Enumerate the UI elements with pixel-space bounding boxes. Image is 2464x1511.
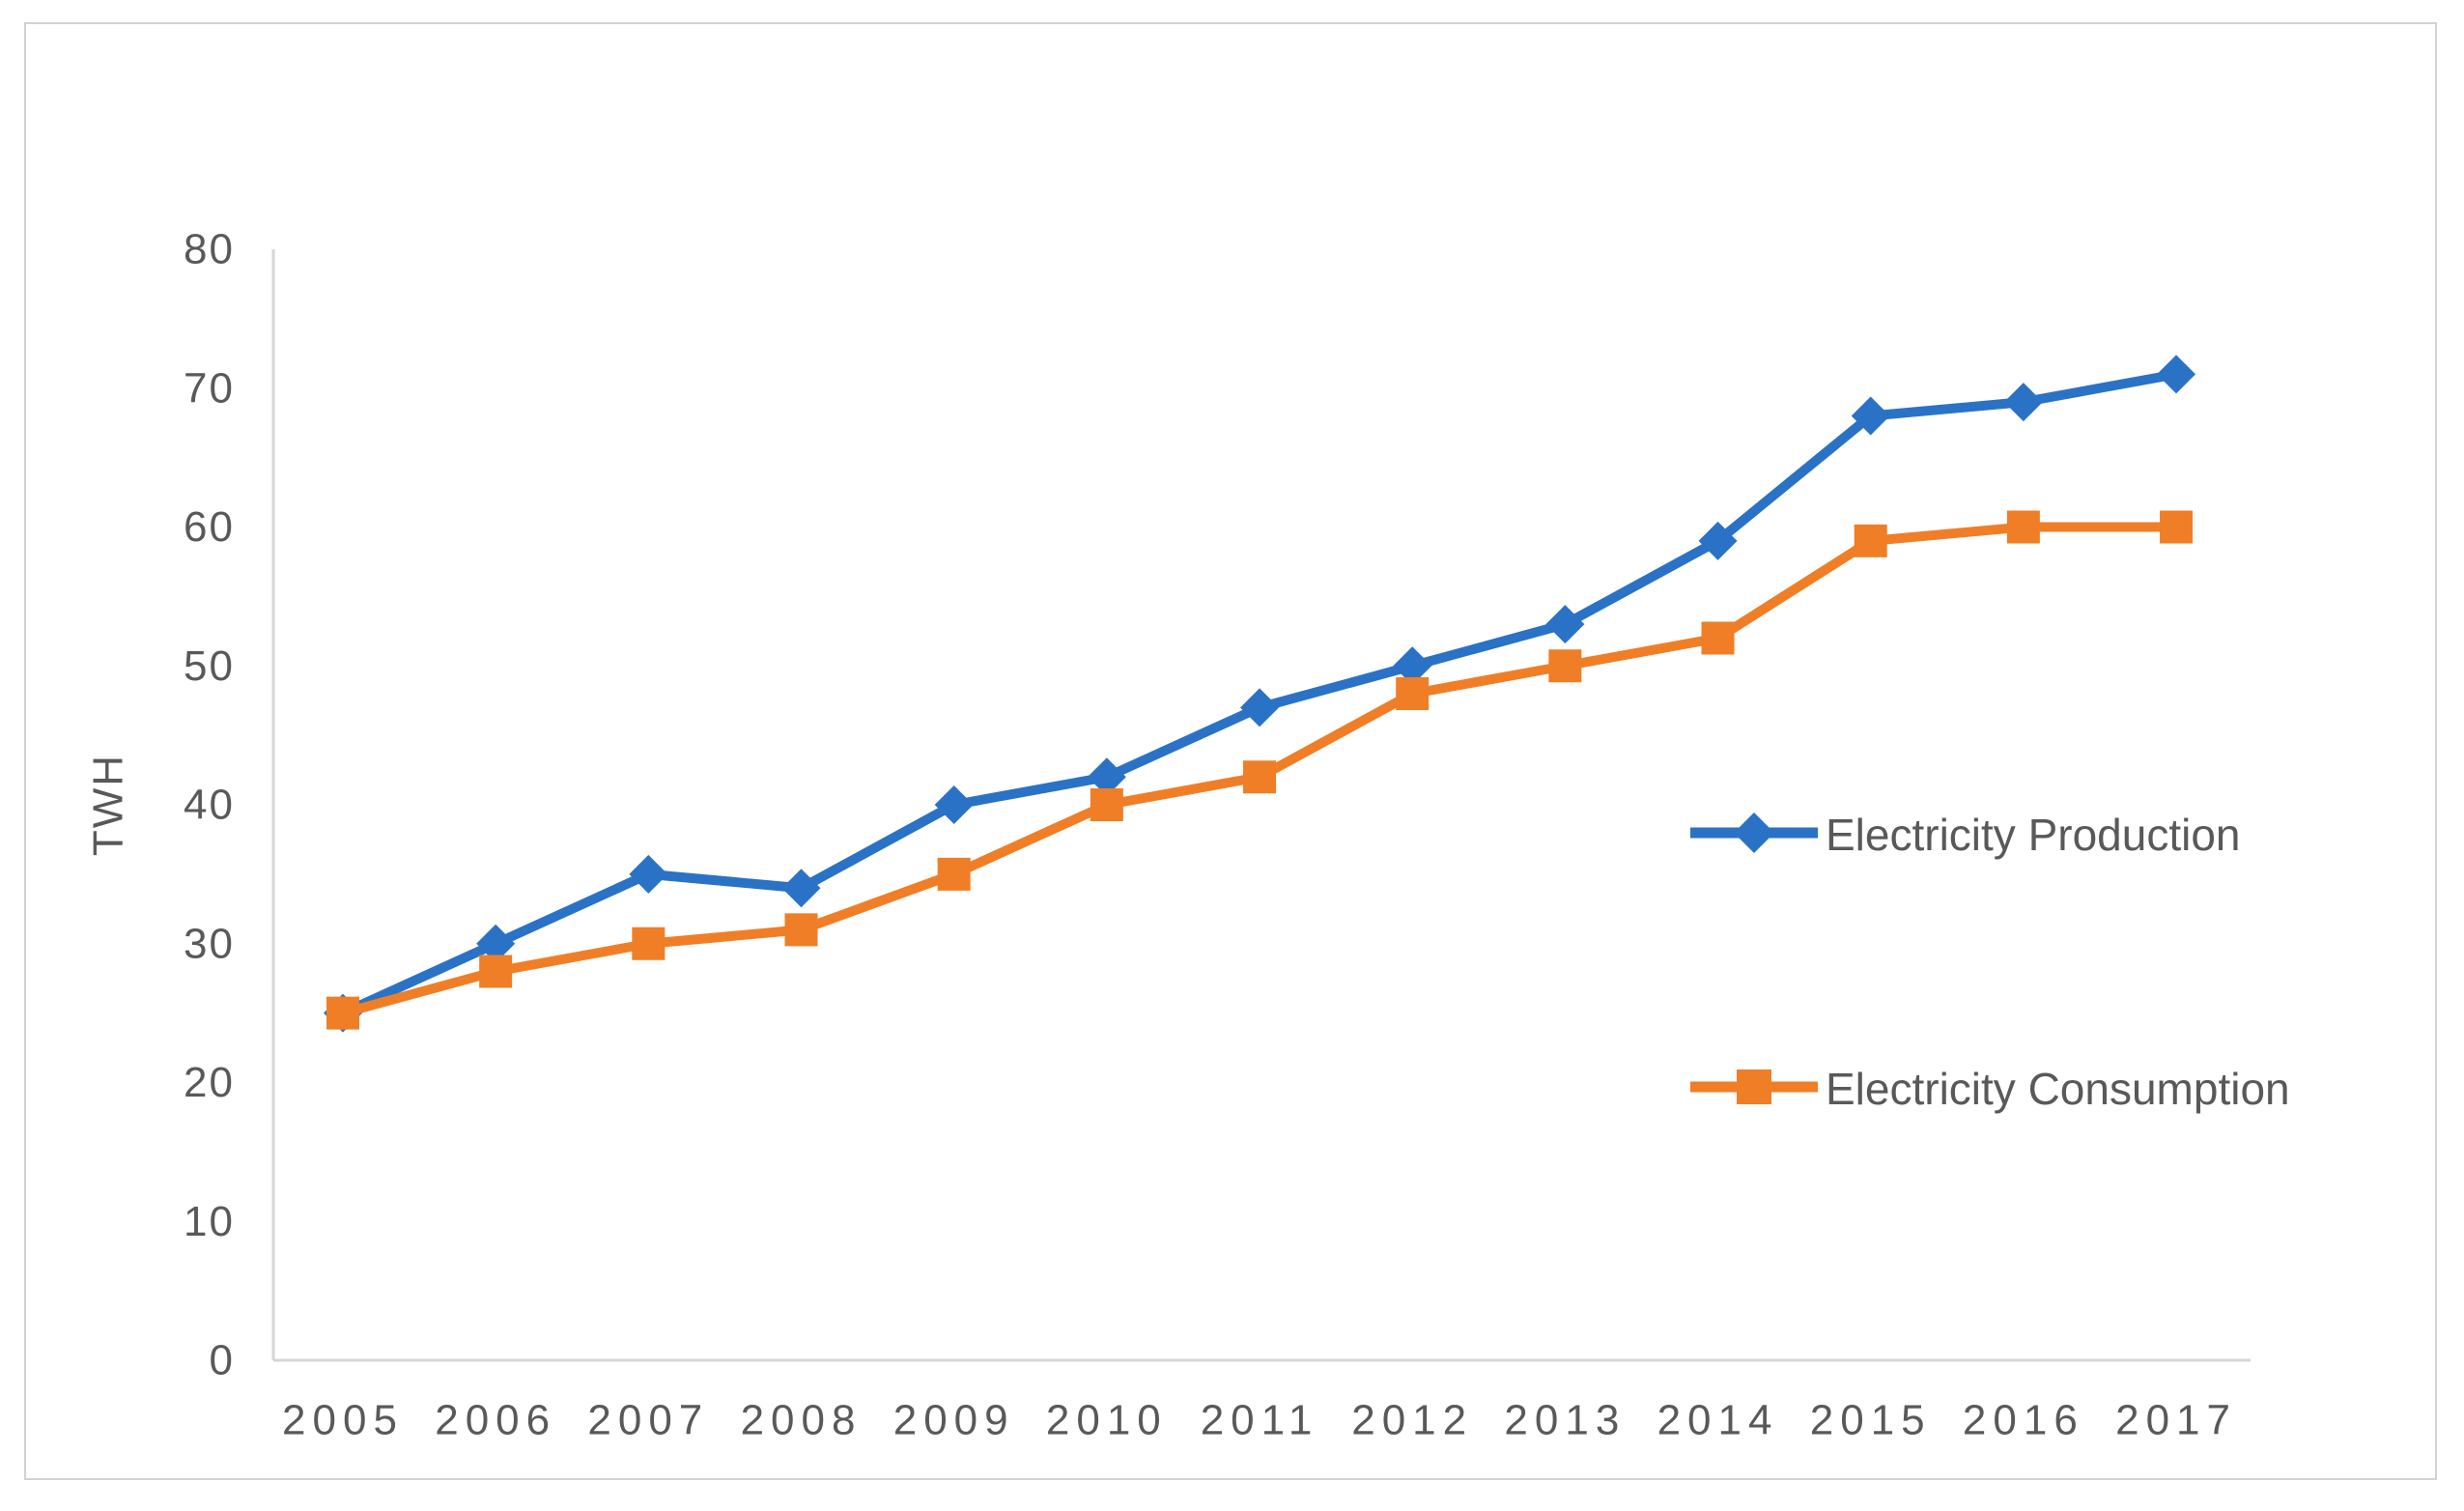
series-electricity-production[interactable] xyxy=(324,355,2196,1033)
legend-label-production: Electricity Production xyxy=(1826,810,2241,860)
x-year-label: 2010 xyxy=(1046,1397,1168,1444)
data-point-square xyxy=(1701,621,1735,655)
x-year-label: 2006 xyxy=(435,1397,556,1444)
x-year-label: 2013 xyxy=(1504,1397,1626,1444)
data-point-square xyxy=(937,857,971,891)
y-tick-label: 0 xyxy=(210,1337,235,1384)
data-point-square xyxy=(1548,649,1582,683)
plot-series xyxy=(324,355,2196,1033)
data-point-square xyxy=(1396,677,1430,710)
data-point-square xyxy=(2006,510,2040,544)
data-point-diamond xyxy=(781,869,821,908)
y-tick-label: 70 xyxy=(184,364,235,412)
y-tick-label: 10 xyxy=(184,1198,235,1245)
x-year-label: 2012 xyxy=(1351,1397,1473,1444)
y-tick-label: 30 xyxy=(184,920,235,967)
data-point-square xyxy=(1090,788,1123,821)
data-point-diamond xyxy=(476,924,516,963)
data-point-diamond xyxy=(1545,605,1585,644)
data-point-diamond xyxy=(1393,646,1432,686)
data-point-diamond xyxy=(1851,396,1890,436)
legend: Electricity Production Electricity Consu… xyxy=(1690,810,2290,1114)
data-point-diamond xyxy=(934,785,974,824)
x-year-label: 2007 xyxy=(587,1397,709,1444)
data-point-square xyxy=(784,913,818,947)
data-point-square xyxy=(479,955,513,988)
data-point-diamond xyxy=(629,854,668,894)
x-year-label: 2008 xyxy=(741,1397,863,1444)
legend-square-icon xyxy=(1737,1069,1771,1104)
series-electricity-consumption[interactable] xyxy=(326,510,2194,1030)
chart-border-frame xyxy=(24,22,2437,1480)
data-point-square xyxy=(326,996,359,1030)
y-tick-label: 60 xyxy=(184,503,235,551)
y-axis-tick-labels: 0 10 20 30 40 50 60 70 80 xyxy=(184,226,235,1384)
x-year-label: 2009 xyxy=(893,1397,1015,1444)
data-point-diamond xyxy=(2157,355,2196,394)
x-axis-year-labels: 2005 2006 2007 2008 2009 2010 2011 2012 2013 2014… xyxy=(282,1397,2237,1444)
data-point-diamond xyxy=(1087,757,1126,797)
legend-label-consumption: Electricity Consumption xyxy=(1826,1064,2290,1114)
legend-diamond-icon xyxy=(1734,813,1774,853)
x-year-label: 2014 xyxy=(1657,1397,1779,1444)
y-tick-label: 20 xyxy=(184,1059,235,1106)
x-year-label: 2015 xyxy=(1810,1397,1932,1444)
data-point-square xyxy=(1854,524,1887,557)
y-axis-title: TWH xyxy=(85,754,132,856)
y-tick-label: 50 xyxy=(184,642,235,690)
x-year-label: 2005 xyxy=(282,1397,404,1444)
data-point-diamond xyxy=(2003,383,2043,422)
data-point-square xyxy=(632,927,666,960)
data-point-square xyxy=(1243,760,1277,794)
y-tick-label: 80 xyxy=(184,226,235,273)
y-tick-label: 40 xyxy=(184,782,235,829)
legend-item-production[interactable]: Electricity Production xyxy=(1690,810,2241,860)
data-point-diamond xyxy=(1698,521,1738,560)
data-point-diamond xyxy=(1240,688,1280,727)
x-year-label: 2017 xyxy=(2115,1397,2237,1444)
data-point-square xyxy=(2160,510,2194,544)
legend-item-consumption[interactable]: Electricity Consumption xyxy=(1690,1064,2290,1114)
x-year-label: 2011 xyxy=(1201,1397,1319,1444)
x-year-label: 2016 xyxy=(1963,1397,2084,1444)
